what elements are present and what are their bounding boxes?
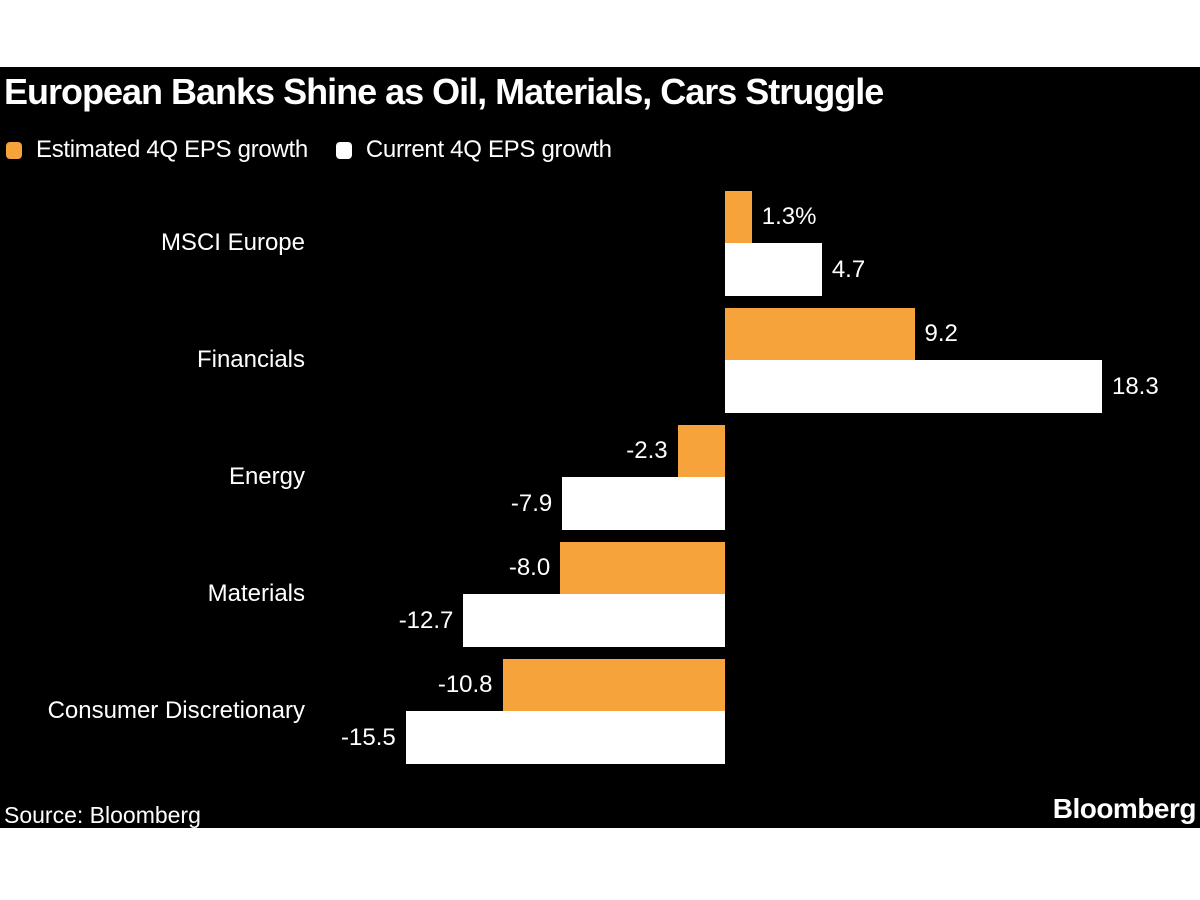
category-label: Energy [228,463,305,490]
current-series-swatch-icon [335,141,352,159]
bar-estimated [725,191,752,243]
value-label-current: 4.7 [831,255,866,283]
chart-area: European Banks Shine as Oil, Materials, … [0,67,1200,828]
bar-current [562,477,725,530]
value-label-current: -12.7 [398,606,454,634]
estimated-series-swatch-icon [6,141,22,159]
value-label-estimated: 1.3% [761,203,817,230]
bar-current [725,360,1102,413]
bar-current [405,711,725,764]
value-label-current: -15.5 [341,723,396,751]
chart-title: European Banks Shine as Oil, Materials, … [4,71,884,112]
category-label: Consumer Discretionary [47,697,305,724]
value-label-estimated: -8.0 [508,554,551,581]
legend-item-current: Current 4Q EPS growth [335,136,612,164]
value-label-estimated: -10.8 [437,671,493,698]
category-label: Materials [207,580,305,607]
legend-label-estimated: Estimated 4Q EPS growth [36,136,308,163]
legend-item-estimated: Estimated 4Q EPS growth [6,136,308,164]
category-label: MSCI Europe [160,229,305,256]
category-label: Financials [196,346,305,373]
chart-legend: Estimated 4Q EPS growth Current 4Q EPS g… [6,135,612,165]
legend-label-current: Current 4Q EPS growth [365,136,612,163]
bar-estimated [560,542,725,594]
bar-current [725,243,822,296]
value-label-estimated: 9.2 [924,320,958,347]
bloomberg-logo: Bloomberg [1052,793,1197,824]
plot-area: MSCI Europe 1.3% 4.7 Financials 9.2 18.3 Energ… [0,67,1200,828]
bar-current [463,594,725,647]
value-label-current: 18.3 [1111,372,1159,400]
value-label-current: -7.9 [510,489,553,517]
bar-estimated [502,659,725,711]
bar-estimated [677,425,725,477]
bar-estimated [725,308,915,360]
source-label: Source: Bloomberg [4,802,201,828]
value-label-estimated: -2.3 [626,437,668,464]
